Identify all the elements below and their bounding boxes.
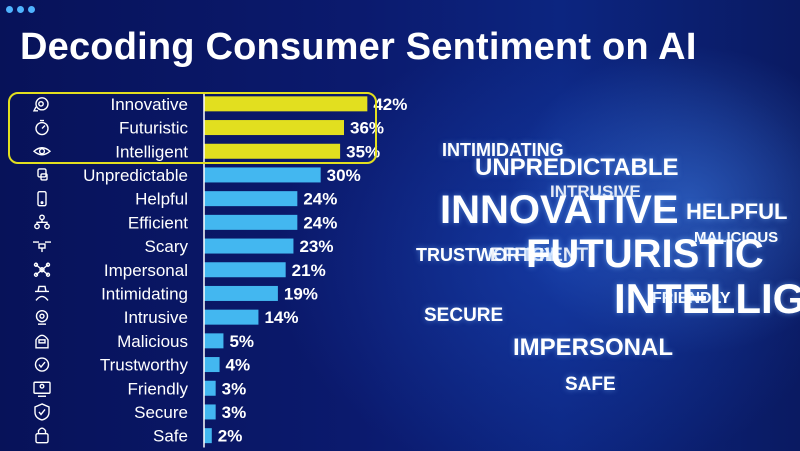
org-chart-icon: [34, 214, 50, 230]
value-label: 4%: [226, 356, 251, 375]
bar: [204, 380, 216, 396]
word-friendly: FRIENDLY: [652, 290, 731, 307]
highlight-box: [8, 92, 377, 164]
category-label: Secure: [134, 403, 188, 422]
bar: [204, 96, 368, 112]
category-label: Unpredictable: [83, 166, 188, 185]
value-label: 14%: [264, 308, 298, 327]
bar: [204, 191, 298, 207]
category-label: Friendly: [128, 379, 189, 398]
category-label: Scary: [145, 237, 189, 256]
value-label: 30%: [327, 166, 361, 185]
bar: [204, 285, 278, 301]
category-label: Helpful: [135, 190, 188, 209]
dice-icon: [37, 168, 48, 181]
hacker-icon: [35, 334, 49, 349]
value-label: 24%: [303, 190, 337, 209]
value-label: 19%: [284, 284, 318, 303]
word-impersonal: IMPERSONAL: [513, 334, 674, 361]
value-label: 3%: [222, 403, 247, 422]
word-innovative: INNOVATIVE: [440, 188, 679, 232]
word-helpful: HELPFUL: [686, 199, 788, 224]
slide-title: Decoding Consumer Sentiment on AI: [20, 26, 697, 68]
bar: [204, 167, 321, 183]
word-trustworthy: TRUSTWORTHY: [416, 245, 556, 265]
drone-icon: [33, 241, 51, 253]
word-safe: SAFE: [565, 374, 616, 395]
phone-icon: [37, 190, 47, 207]
value-label: 5%: [229, 332, 254, 351]
category-label: Intimidating: [101, 284, 188, 303]
category-label: Efficient: [128, 213, 188, 232]
bar: [204, 428, 212, 444]
bar: [204, 238, 294, 254]
category-label: Trustworthy: [100, 356, 189, 375]
category-label: Impersonal: [104, 261, 188, 280]
bar: [204, 262, 286, 278]
bar: [204, 309, 259, 325]
value-label: 23%: [299, 237, 333, 256]
value-label: 21%: [292, 261, 326, 280]
shield-check-icon: [34, 403, 50, 421]
category-label: Futuristic: [119, 119, 188, 138]
bar: [204, 357, 220, 373]
word-futuristic: FUTURISTIC: [526, 232, 764, 276]
category-label: Intelligent: [115, 142, 188, 161]
network-icon: [33, 262, 51, 277]
stopwatch-icon: [35, 119, 49, 136]
bar: [204, 120, 344, 136]
category-label: Malicious: [117, 332, 188, 351]
eye-circuit-icon: [32, 147, 52, 156]
bar: [204, 333, 224, 349]
value-label: 42%: [373, 95, 407, 114]
brain-gear-icon: [32, 97, 49, 112]
bar: [204, 143, 341, 159]
value-label: 2%: [218, 427, 243, 446]
bar: [204, 404, 216, 420]
word-malicious: MALICIOUS: [694, 229, 779, 246]
word-intrusive: INTRUSIVE: [550, 182, 641, 201]
word-unpredictable: UNPREDICTABLE: [475, 154, 679, 181]
category-label: Safe: [153, 427, 188, 446]
category-label: Intrusive: [124, 308, 188, 327]
padlock-icon: [35, 427, 49, 444]
word-efficient: EFFICIENT: [490, 245, 589, 266]
category-label: Innovative: [111, 95, 189, 114]
spy-icon: [35, 285, 49, 301]
value-label: 3%: [222, 379, 247, 398]
word-intellig: INTELLIG: [614, 275, 800, 322]
value-label: 24%: [303, 213, 337, 232]
verified-badge-icon: [34, 357, 50, 372]
decorative-dots: [6, 0, 39, 18]
bar: [204, 214, 298, 230]
webcam-icon: [35, 309, 49, 325]
word-intimidating: INTIMIDATING: [442, 140, 564, 160]
word-secure: SECURE: [424, 305, 504, 326]
monitor-user-icon: [33, 381, 51, 397]
